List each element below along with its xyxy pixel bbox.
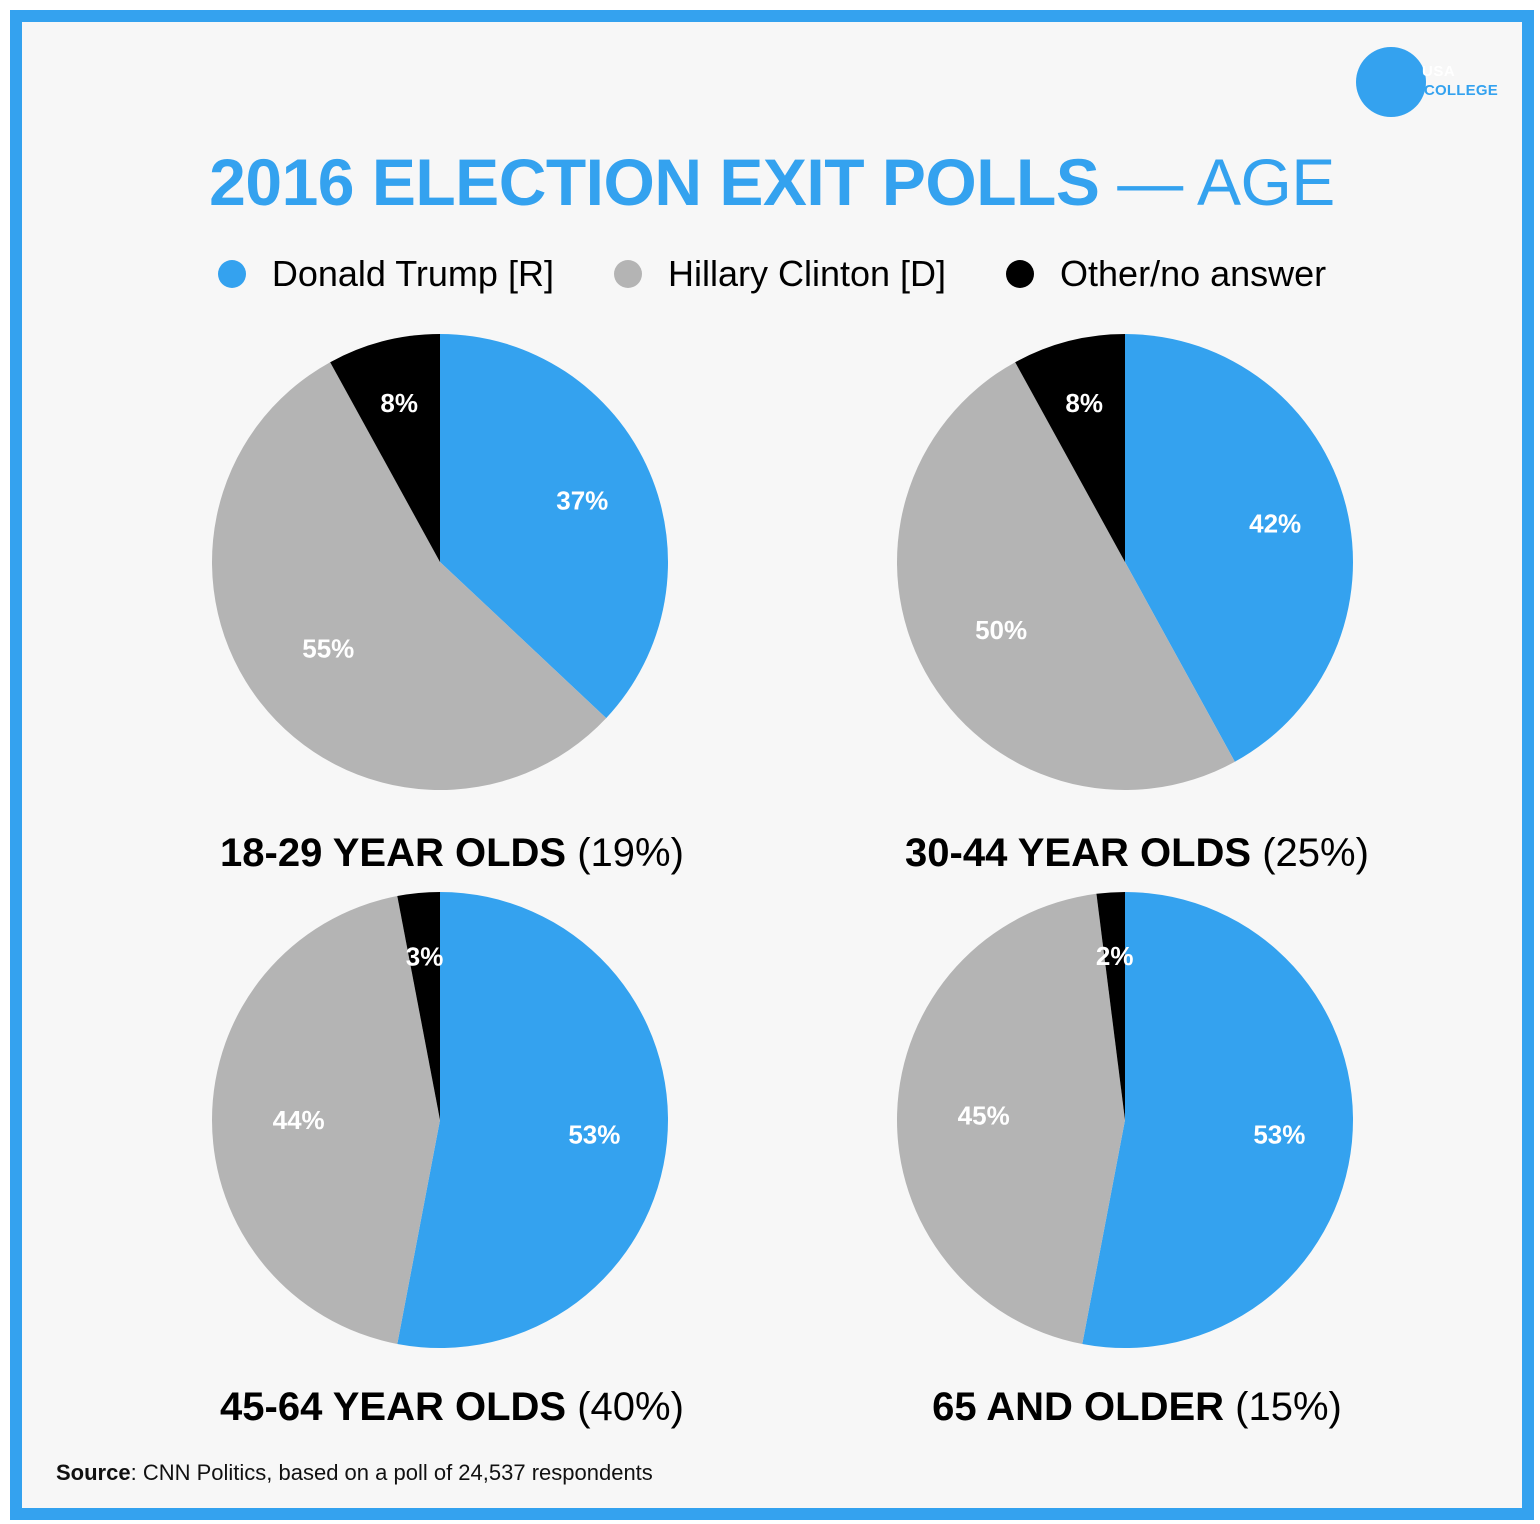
pie-label-trump: 53%: [568, 1120, 620, 1150]
infographic-frame: USA COLLEGE 2016 ELECTION EXIT POLLS — A…: [10, 10, 1534, 1520]
pie-slice-clinton: [896, 893, 1125, 1344]
caption-share: (19%): [577, 831, 684, 875]
pie-label-other: 3%: [406, 942, 444, 972]
title-dash: —: [1117, 145, 1183, 219]
pie-label-other: 2%: [1096, 941, 1134, 971]
pie-slice-other: [397, 892, 440, 1120]
pie-slice-other: [1015, 334, 1125, 562]
pie-chart-2: 53% 44% 3%: [211, 892, 668, 1348]
legend-swatch-clinton: [613, 260, 642, 288]
logo: USA COLLEGE: [1356, 47, 1506, 127]
pie-charts: 37% 55% 8% 42% 50% 8% 53% 44% 3% 53% 45% 2%: [211, 334, 1353, 1348]
caption-title: 30-44 YEAR OLDS: [905, 831, 1252, 875]
caption-65-older: 65 AND OLDER (15%): [837, 1382, 1437, 1432]
pie-label-trump: 37%: [556, 485, 608, 515]
pie-slice-trump: [440, 334, 668, 719]
pie-label-trump: 53%: [1253, 1120, 1305, 1150]
pie-label-clinton: 44%: [273, 1105, 325, 1135]
pie-slice-other: [1096, 892, 1125, 1120]
source-note: Source: CNN Politics, based on a poll of…: [56, 1460, 653, 1486]
source-text: : CNN Politics, based on a poll of 24,53…: [130, 1460, 653, 1485]
pie-label-clinton: 55%: [302, 634, 354, 664]
pie-chart-0: 37% 55% 8%: [211, 334, 668, 791]
pie-slice-trump: [1125, 334, 1353, 762]
pie-label-trump: 42%: [1249, 508, 1301, 538]
logo-circle: [1356, 47, 1426, 117]
legend-item-clinton: Hillary Clinton [D]: [613, 252, 947, 296]
pie-slice-clinton: [211, 896, 440, 1344]
caption-18-29: 18-29 YEAR OLDS (19%): [152, 828, 752, 878]
legend-label-clinton: Hillary Clinton [D]: [667, 253, 947, 294]
pie-slice-clinton: [897, 362, 1235, 790]
pie-slice-trump: [397, 892, 668, 1348]
caption-share: (25%): [1262, 831, 1369, 875]
pie-label-clinton: 45%: [958, 1101, 1010, 1131]
pie-slice-other: [330, 334, 440, 562]
pie-chart-3: 53% 45% 2%: [896, 892, 1353, 1348]
logo-bottom-text: COLLEGE: [1424, 82, 1498, 99]
legend: Donald Trump [R] Hillary Clinton [D] Oth…: [22, 252, 1522, 296]
pie-label-other: 8%: [380, 388, 418, 418]
page-title: 2016 ELECTION EXIT POLLS — AGE: [22, 137, 1522, 227]
caption-45-64: 45-64 YEAR OLDS (40%): [152, 1382, 752, 1432]
pie-chart-1: 42% 50% 8%: [897, 334, 1353, 790]
pie-slice-trump: [1082, 892, 1353, 1348]
caption-share: (15%): [1235, 1385, 1342, 1429]
caption-title: 45-64 YEAR OLDS: [220, 1385, 567, 1429]
source-label: Source: [56, 1460, 131, 1485]
caption-30-44: 30-44 YEAR OLDS (25%): [837, 828, 1437, 878]
legend-swatch-trump: [217, 260, 246, 288]
legend-item-trump: Donald Trump [R]: [217, 252, 554, 296]
pie-label-clinton: 50%: [975, 615, 1027, 645]
caption-title: 18-29 YEAR OLDS: [220, 831, 567, 875]
legend-label-other: Other/no answer: [1060, 253, 1327, 294]
pie-label-other: 8%: [1065, 388, 1103, 418]
caption-share: (40%): [577, 1385, 684, 1429]
legend-item-other: Other/no answer: [1006, 252, 1326, 296]
caption-title: 65 AND OLDER: [932, 1385, 1225, 1429]
title-sub: AGE: [1196, 145, 1335, 219]
logo-top-text: USA: [1422, 63, 1456, 80]
legend-swatch-other: [1006, 260, 1035, 288]
title-main: 2016 ELECTION EXIT POLLS: [209, 145, 1100, 219]
legend-label-trump: Donald Trump [R]: [271, 253, 554, 294]
pie-slice-clinton: [211, 362, 607, 791]
